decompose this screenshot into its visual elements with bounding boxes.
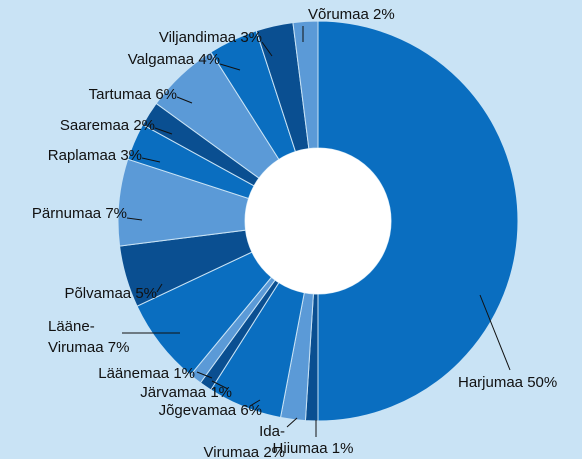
value-label: 50% — [527, 374, 557, 391]
leader-line — [141, 157, 161, 163]
category-name: Valgamaa — [128, 51, 195, 68]
value-label: 6% — [155, 86, 177, 103]
leader-line — [126, 217, 143, 221]
category-name-part: Ida- — [259, 423, 285, 440]
category-name: Hiiumaa — [273, 440, 329, 457]
category-name: Viljandimaa — [159, 29, 237, 46]
category-name: Põlvamaa — [64, 285, 131, 302]
category-name: Jõgevamaa — [159, 402, 237, 419]
segment-label: Valgamaa 4% — [128, 51, 220, 68]
value-label: 4% — [198, 51, 220, 68]
value-label: 1% — [332, 440, 354, 457]
value-label: 6% — [240, 402, 262, 419]
category-name: Läänemaa — [98, 365, 170, 382]
value-label: 2% — [373, 6, 395, 23]
segment-label: Läänemaa 1% — [98, 365, 195, 382]
value-label: 5% — [135, 285, 157, 302]
segment-label: Harjumaa 50% — [458, 374, 557, 391]
segment-label: Põlvamaa 5% — [64, 285, 157, 302]
category-name-part: Virumaa — [204, 444, 260, 459]
segment-label: Viljandimaa 3% — [159, 29, 262, 46]
segment-label: Hiiumaa 1% — [273, 440, 354, 457]
leader-line — [219, 63, 241, 71]
leader-line — [261, 41, 273, 57]
category-name-part: Lääne- — [48, 318, 95, 335]
leader-line — [156, 283, 163, 293]
value-label: 2% — [133, 117, 155, 134]
category-name: Järvamaa — [140, 384, 207, 401]
segment-label: Järvamaa 1% — [140, 384, 232, 401]
value-label: 3% — [120, 147, 142, 164]
value-label: 1% — [173, 365, 195, 382]
segment-label: Ida- Virumaa 2% — [204, 423, 285, 459]
leader-line — [479, 294, 511, 371]
category-name: Saaremaa — [60, 117, 130, 134]
value-label: 7% — [105, 205, 127, 222]
leader-line — [286, 417, 298, 428]
category-name-part: Virumaa — [48, 339, 104, 356]
category-name: Ida- Virumaa — [204, 423, 285, 459]
category-name: Pärnumaa — [32, 205, 102, 222]
category-name: Raplamaa — [48, 147, 117, 164]
value-label: 1% — [210, 384, 232, 401]
value-label: 7% — [108, 339, 130, 356]
value-label: 2% — [263, 444, 285, 459]
category-name: Võrumaa — [308, 6, 370, 23]
category-name: Lääne- Virumaa — [48, 318, 104, 356]
donut-hole — [245, 148, 391, 294]
segment-label: Võrumaa 2% — [308, 6, 395, 23]
category-name: Harjumaa — [458, 374, 524, 391]
category-name: Tartumaa — [89, 86, 152, 103]
segment-label: Pärnumaa 7% — [32, 205, 127, 222]
segment-label: Saaremaa 2% — [60, 117, 155, 134]
leader-line — [249, 399, 261, 407]
segment-label: Tartumaa 6% — [89, 86, 177, 103]
segment-label: Raplamaa 3% — [48, 147, 142, 164]
leader-line — [211, 380, 229, 390]
value-label: 3% — [240, 29, 262, 46]
segment-label: Jõgevamaa 6% — [159, 402, 262, 419]
leader-line — [176, 96, 193, 104]
leader-line — [196, 371, 213, 379]
segment-label: Lääne- Virumaa 7% — [48, 318, 129, 356]
leader-line — [154, 127, 173, 135]
